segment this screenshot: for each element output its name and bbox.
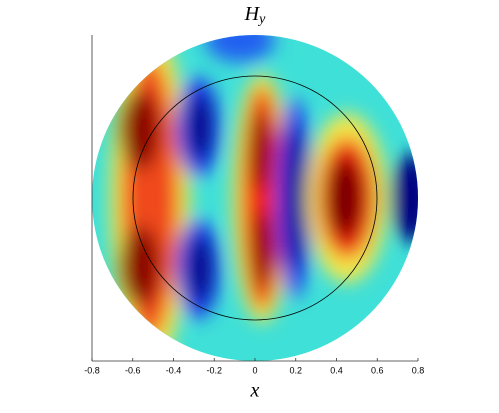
x-tick-label: -0.2 [206, 365, 222, 375]
chart-title: Hy [244, 3, 266, 28]
field-plot [92, 35, 418, 361]
x-tick-label: -0.8 [84, 365, 100, 375]
x-tick-label: 0.8 [412, 365, 425, 375]
x-tick-label: -0.4 [166, 365, 182, 375]
x-axis-label: x [250, 380, 260, 402]
title-base: H [244, 3, 261, 25]
title-subscript: y [257, 12, 266, 27]
x-tick-label: 0.4 [330, 365, 343, 375]
x-tick-label: 0.2 [289, 365, 302, 375]
x-tick-label: -0.6 [125, 365, 141, 375]
x-tick-label: 0 [252, 365, 257, 375]
x-tick-label: 0.6 [371, 365, 384, 375]
